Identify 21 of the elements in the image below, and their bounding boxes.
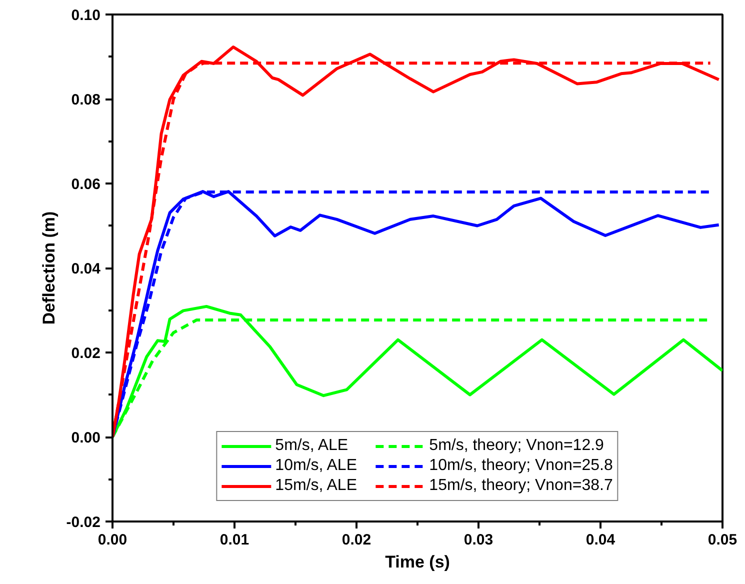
y-tick-label: 0.06 [71, 176, 101, 193]
x-axis-title: Time (s) [385, 552, 450, 572]
y-tick-label: 0.00 [71, 430, 101, 446]
y-axis-title: Deflection (m) [39, 211, 58, 325]
y-tick-label: 0.08 [71, 92, 101, 108]
legend-label: 5m/s, ALE [275, 437, 350, 455]
legend-label: 10m/s, theory; Vnon=25.8 [429, 457, 613, 475]
x-tick-label: 0.05 [708, 532, 738, 548]
legend-label: 10m/s, ALE [275, 457, 358, 475]
y-tick-label: 0.02 [71, 345, 101, 362]
x-tick-label: 0.03 [464, 532, 494, 548]
x-tick-label: 0.01 [220, 532, 250, 548]
y-tick-label: 0.10 [71, 7, 101, 24]
legend-label: 15m/s, theory; Vnon=38.7 [429, 477, 613, 495]
y-tick-label: 0.04 [71, 260, 102, 278]
x-tick-label: 0.02 [342, 532, 372, 548]
legend-label: 15m/s, ALE [275, 477, 358, 495]
x-tick-label: 0.04 [586, 532, 616, 548]
x-tick-label: 0.00 [98, 532, 128, 548]
legend-label: 5m/s, theory; Vnon=12.9 [429, 437, 604, 455]
y-tick-label: -0.02 [66, 514, 101, 531]
